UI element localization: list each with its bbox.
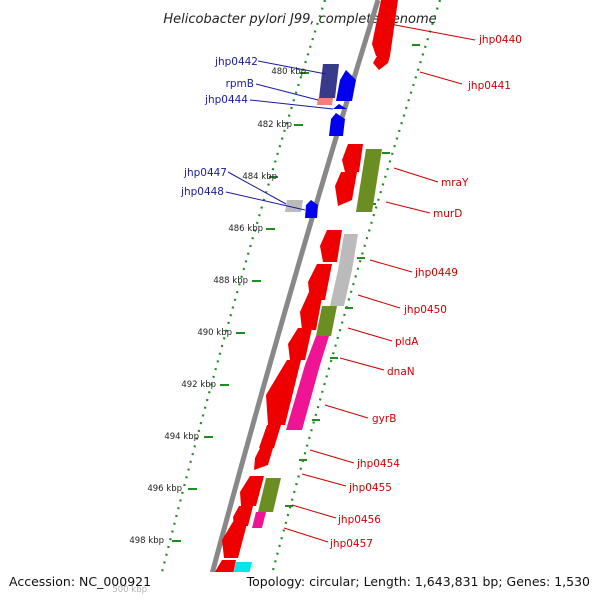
- gene-jhp0455-cog: [258, 478, 281, 512]
- leader-jhp0456: [291, 504, 337, 519]
- gene-jhp0449: [320, 230, 342, 262]
- gene-jhp0458: [214, 560, 236, 572]
- tick-label: 484 kbp: [242, 172, 277, 182]
- gene-label-murD: murD: [433, 208, 462, 220]
- accession-text: Accession: NC_000921: [9, 574, 151, 589]
- label-leader-lines: [225, 23, 476, 543]
- gene-jhp0445: [329, 113, 345, 136]
- gene-label-jhp0440: jhp0440: [478, 34, 522, 46]
- gene-murD-cog: [356, 174, 378, 212]
- tick-label: 496 kbp: [147, 484, 182, 494]
- leader-jhp0440: [389, 23, 476, 41]
- leader-jhp0444: [249, 99, 334, 110]
- gene-label-jhp0455: jhp0455: [348, 482, 392, 494]
- gene-label-jhp0456: jhp0456: [337, 514, 381, 526]
- leader-murD: [385, 201, 431, 214]
- tick-label: 482 kbp: [257, 120, 292, 130]
- leader-jhp0442: [257, 60, 327, 75]
- genome-tracks: [160, 0, 442, 572]
- gene-dnaN-cog: [305, 336, 329, 365]
- gene-pldA: [300, 292, 323, 330]
- gene-murD: [335, 172, 357, 206]
- tick-label: 486 kbp: [228, 224, 263, 234]
- gene-label-jhp0442: jhp0442: [214, 56, 258, 68]
- leader-jhp0457: [283, 527, 329, 543]
- gene-label-jhp0454: jhp0454: [356, 458, 400, 470]
- leader-jhp0448: [225, 191, 306, 211]
- leader-dnaN: [339, 357, 385, 371]
- gene-jhp0442-arrow: [336, 70, 356, 101]
- scale-ring-left: [160, 0, 327, 572]
- gene-jhp0458-cog: [233, 562, 252, 572]
- gene-jhp0455: [240, 476, 264, 506]
- gene-jhp0456-cog: [252, 512, 266, 528]
- gene-jhp0449-cog: [338, 234, 358, 270]
- gene-label-dnaN: dnaN: [387, 366, 415, 378]
- topology-text: Topology: circular; Length: 1,643,831 bp…: [246, 574, 590, 589]
- tick-label: 488 kbp: [213, 276, 248, 286]
- tick-label: 494 kbp: [164, 432, 199, 442]
- gene-jhp0441: [373, 56, 390, 70]
- tick-label: 500 kbp: [112, 585, 147, 595]
- gene-label-jhp0448: jhp0448: [180, 186, 224, 198]
- gene-jhp0457: [222, 520, 248, 558]
- gene-jhp0440: [372, 0, 398, 56]
- leader-mraY: [393, 167, 439, 183]
- gene-label-jhp0450: jhp0450: [403, 304, 447, 316]
- gene-label-jhp0441: jhp0441: [467, 80, 511, 92]
- gene-label-mraY: mraY: [441, 177, 469, 189]
- leader-jhp0455: [301, 473, 347, 487]
- gene-label-jhp0444: jhp0444: [204, 94, 248, 106]
- gene-pldA-cog: [316, 306, 337, 336]
- gene-label-jhp0457: jhp0457: [329, 538, 373, 550]
- tick-label: 490 kbp: [197, 328, 232, 338]
- leader-jhp0450: [357, 294, 401, 309]
- gene-jhp0454-b: [254, 448, 273, 470]
- leader-jhp0441: [419, 71, 463, 85]
- gene-label-jhp0447: jhp0447: [183, 167, 227, 179]
- gene-rpmB: [317, 98, 333, 105]
- leader-rpmB: [255, 83, 319, 101]
- gene-gyrB-cog: [286, 365, 320, 430]
- gene-jhp0450: [308, 264, 332, 300]
- leader-pldA: [347, 327, 393, 342]
- tick-label: 480 kbp: [271, 67, 306, 77]
- scale-labels: 480 kbp 482 kbp 484 kbp 486 kbp 488 kbp …: [112, 67, 306, 595]
- gene-jhp0454-a: [259, 425, 281, 448]
- leader-jhp0454: [309, 449, 355, 464]
- tick-label: 498 kbp: [129, 536, 164, 546]
- gene-jhp0442-box: [319, 64, 339, 98]
- gene-dnaN: [288, 328, 312, 360]
- gene-jhp0450-cog: [330, 270, 352, 306]
- gene-mraY: [342, 144, 363, 172]
- leader-jhp0447: [227, 171, 287, 205]
- gene-label-pldA: pldA: [395, 336, 419, 348]
- gene-label-gyrB: gyrB: [372, 413, 396, 425]
- tick-label: 492 kbp: [181, 380, 216, 390]
- gene-mraY-cog: [362, 149, 382, 174]
- gene-gyrB: [266, 360, 301, 425]
- gene-jhp0444: [333, 104, 347, 109]
- leader-jhp0449: [369, 259, 413, 273]
- gene-jhp0448: [305, 200, 318, 218]
- leader-gyrB: [324, 404, 369, 419]
- scale-ring-right: [271, 0, 442, 572]
- gene-label-rpmB: rpmB: [226, 78, 254, 90]
- gene-label-jhp0449: jhp0449: [414, 267, 458, 279]
- gene-labels: jhp0442 rpmB jhp0444 jhp0447 jhp0448 jhp…: [180, 34, 522, 550]
